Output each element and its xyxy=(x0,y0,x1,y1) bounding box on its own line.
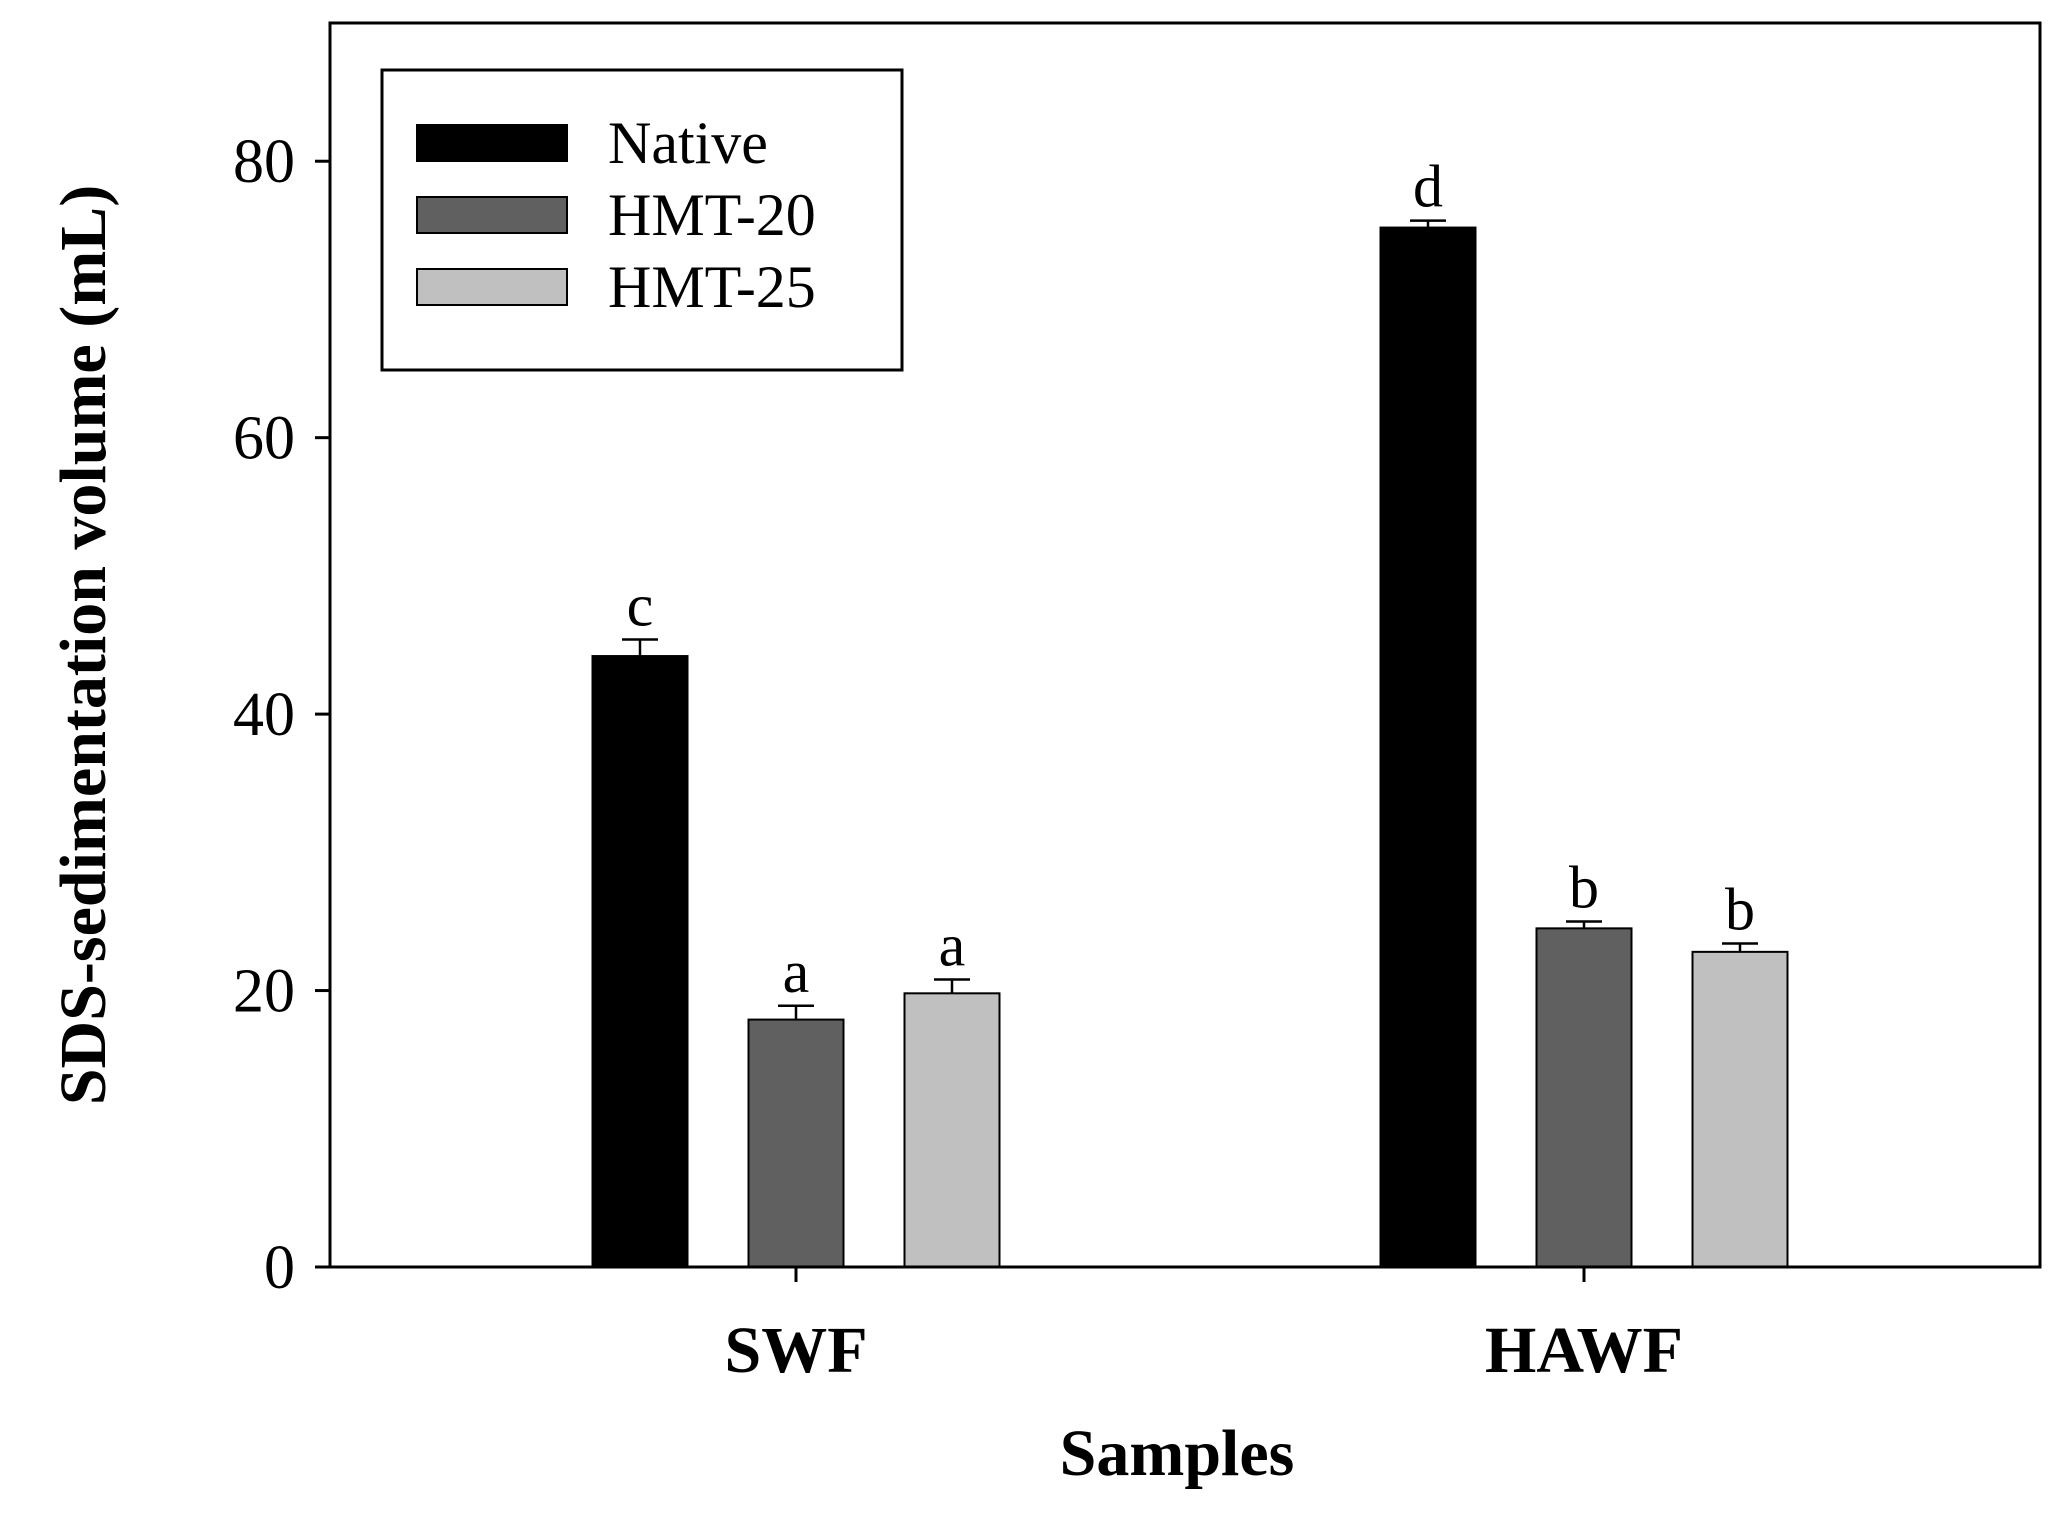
significance-letter: a xyxy=(783,939,810,1005)
axes-layer: 0 20 40 60 80 SWF HAWF Samples SDS-sedimentation… xyxy=(47,21,2042,1490)
y-tick-label: 20 xyxy=(233,958,295,1026)
bar-hmt-20-swf xyxy=(747,1018,845,1268)
significance-letter: b xyxy=(1725,877,1755,943)
bar-hmt-25-hawf xyxy=(1691,950,1789,1268)
legend-label: Native xyxy=(608,110,768,176)
x-category-label: HAWF xyxy=(1485,1314,1683,1387)
legend-swatch-native xyxy=(416,124,568,162)
y-tick-label: 60 xyxy=(233,405,295,473)
x-axis-title: Samples xyxy=(1060,1417,1295,1490)
bar-native-hawf xyxy=(1379,226,1477,1269)
significance-letter: d xyxy=(1413,154,1443,220)
legend-label: HMT-25 xyxy=(608,254,816,320)
legend-swatch-hmt-25 xyxy=(416,268,568,306)
significance-letter: b xyxy=(1569,854,1599,920)
bar-native-swf xyxy=(591,655,689,1268)
bar-hmt-20-hawf xyxy=(1535,927,1633,1268)
bar-hmt-25-swf xyxy=(903,992,1001,1268)
x-category-label: SWF xyxy=(724,1314,867,1387)
significance-letter: a xyxy=(939,912,966,978)
legend-swatch-hmt-20 xyxy=(416,196,568,234)
significance-letter: c xyxy=(627,572,654,638)
y-tick-label: 40 xyxy=(233,681,295,749)
y-tick-label: 0 xyxy=(264,1234,295,1302)
y-tick-label: 80 xyxy=(233,128,295,196)
legend-label: HMT-20 xyxy=(608,182,816,248)
y-axis-title: SDS-sedimentation volume (mL) xyxy=(47,185,120,1105)
plot-frame xyxy=(328,21,2042,1269)
